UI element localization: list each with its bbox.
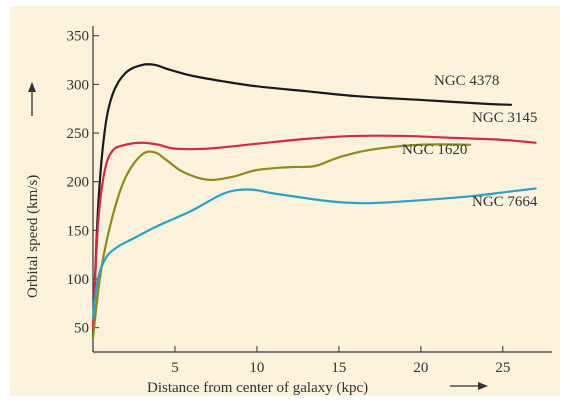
axis-arrows bbox=[28, 82, 488, 390]
series-lines bbox=[91, 63, 537, 339]
y-tick-label: 300 bbox=[67, 77, 90, 93]
series-label-ngc-7664: NGC 7664 bbox=[472, 194, 538, 210]
y-tick-label: 350 bbox=[67, 29, 90, 45]
series-line-ngc-3145 bbox=[91, 134, 537, 329]
x-tick-label: 5 bbox=[171, 360, 179, 376]
x-tick-label: 15 bbox=[331, 360, 346, 376]
series-label-ngc-4378: NGC 4378 bbox=[434, 73, 499, 89]
y-tick-label: 250 bbox=[67, 126, 90, 142]
series-label-ngc-1620: NGC 1620 bbox=[402, 142, 467, 158]
x-tick-label: 10 bbox=[249, 360, 264, 376]
series-line-ngc-1620 bbox=[91, 143, 472, 339]
ticks: 50 100 150 200 250 300 350 5 10 15 20 25 bbox=[67, 29, 511, 376]
x-tick-label: 25 bbox=[495, 360, 510, 376]
series-line-ngc-7664 bbox=[91, 187, 537, 320]
y-tick-label: 200 bbox=[67, 175, 90, 191]
y-axis-arrow-icon bbox=[28, 82, 36, 92]
x-tick-label: 20 bbox=[413, 360, 428, 376]
y-tick-label: 50 bbox=[74, 321, 89, 337]
y-tick-label: 150 bbox=[67, 223, 90, 239]
x-axis-title: Distance from center of galaxy (kpc) bbox=[147, 380, 368, 396]
chart-frame: 50 100 150 200 250 300 350 5 10 15 20 25 NGC 4378 NG… bbox=[10, 6, 560, 396]
y-axis-title: Orbital speed (km/s) bbox=[25, 175, 41, 298]
series-label-ngc-3145: NGC 3145 bbox=[472, 110, 537, 126]
x-axis-arrow-icon bbox=[478, 382, 488, 390]
series-line-ngc-4378 bbox=[91, 63, 513, 339]
axes bbox=[92, 26, 552, 353]
series-labels: NGC 4378 NGC 3145 NGC 1620 NGC 7664 bbox=[402, 73, 538, 210]
y-tick-label: 100 bbox=[67, 272, 90, 288]
